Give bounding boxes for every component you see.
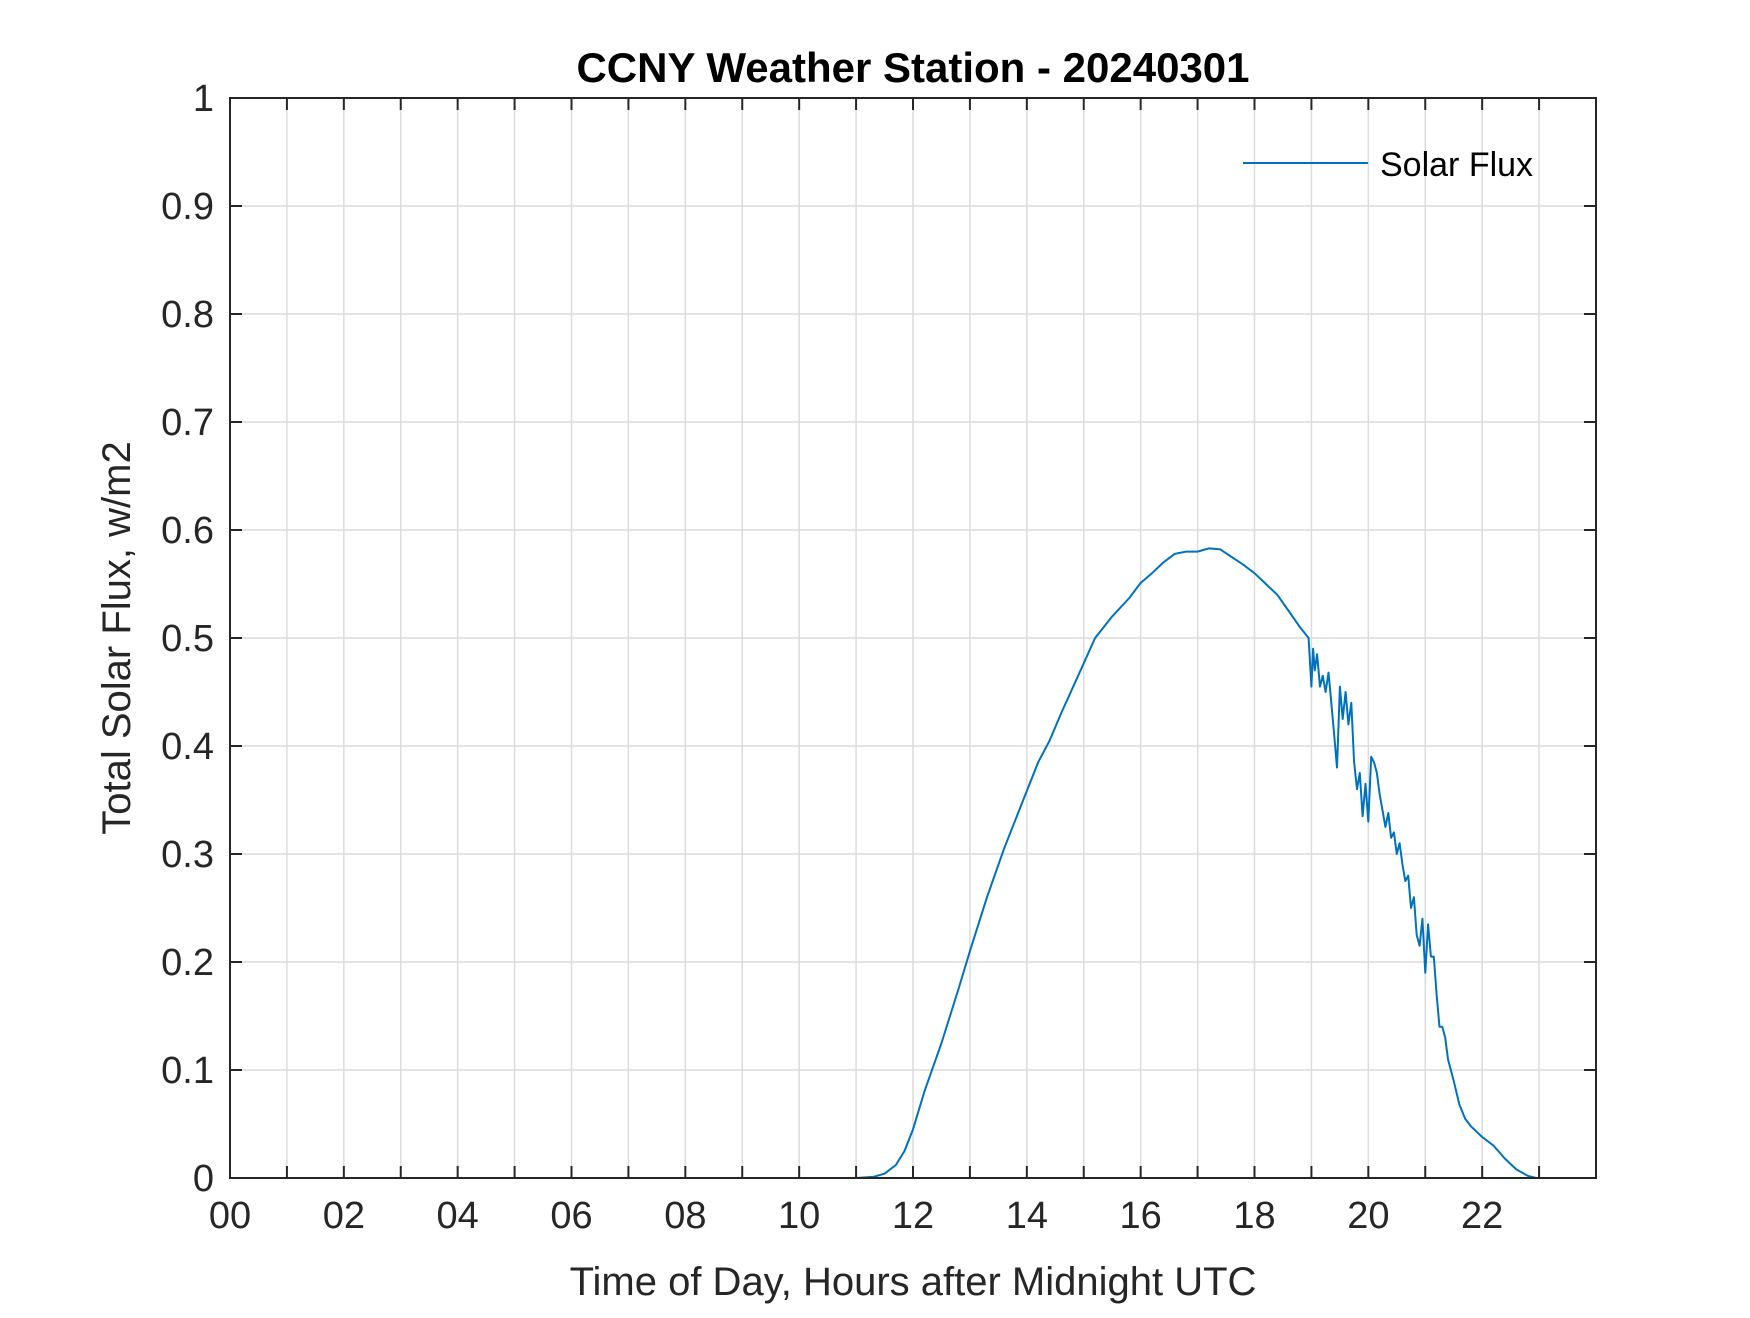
- y-tick-label: 0: [193, 1158, 214, 1200]
- y-tick-label: 0.7: [161, 402, 214, 444]
- y-tick-label: 0.1: [161, 1050, 214, 1092]
- x-tick-label: 22: [1461, 1195, 1503, 1237]
- x-tick-label: 02: [323, 1195, 365, 1237]
- x-tick-label: 04: [437, 1195, 479, 1237]
- y-tick-label: 0.8: [161, 294, 214, 336]
- x-tick-label: 16: [1120, 1195, 1162, 1237]
- x-tick-label: 08: [664, 1195, 706, 1237]
- legend-label-solar-flux: Solar Flux: [1380, 146, 1533, 184]
- tick-layer: [229, 97, 1596, 1179]
- y-axis-label: Total Solar Flux, w/m2: [95, 441, 139, 834]
- x-tick-label: 14: [1006, 1195, 1048, 1237]
- y-tick-label: 0.9: [161, 186, 214, 228]
- y-tick-label: 1: [193, 78, 214, 120]
- chart-title: CCNY Weather Station - 20240301: [576, 44, 1249, 91]
- grid-layer: [230, 98, 1596, 1178]
- x-tick-label: 12: [892, 1195, 934, 1237]
- y-tick-label: 0.4: [161, 726, 214, 768]
- y-tick-label: 0.3: [161, 834, 214, 876]
- x-tick-label: 00: [209, 1195, 251, 1237]
- y-tick-label: 0.6: [161, 510, 214, 552]
- x-tick-label: 10: [778, 1195, 820, 1237]
- tick-label-layer: 00 02 04 06 08 10 12 14 16 18 20 22 0 0.1 0.2 0.3 0.4 0.5…: [161, 78, 1503, 1237]
- x-tick-label: 06: [550, 1195, 592, 1237]
- legend: Solar Flux: [1243, 146, 1533, 184]
- y-tick-label: 0.2: [161, 942, 214, 984]
- series-layer: [230, 547, 1596, 1179]
- x-tick-label: 18: [1233, 1195, 1275, 1237]
- x-tick-label: 20: [1347, 1195, 1389, 1237]
- series-line-solar-flux: [230, 547, 1596, 1179]
- y-tick-label: 0.5: [161, 618, 214, 660]
- x-axis-label: Time of Day, Hours after Midnight UTC: [570, 1260, 1257, 1304]
